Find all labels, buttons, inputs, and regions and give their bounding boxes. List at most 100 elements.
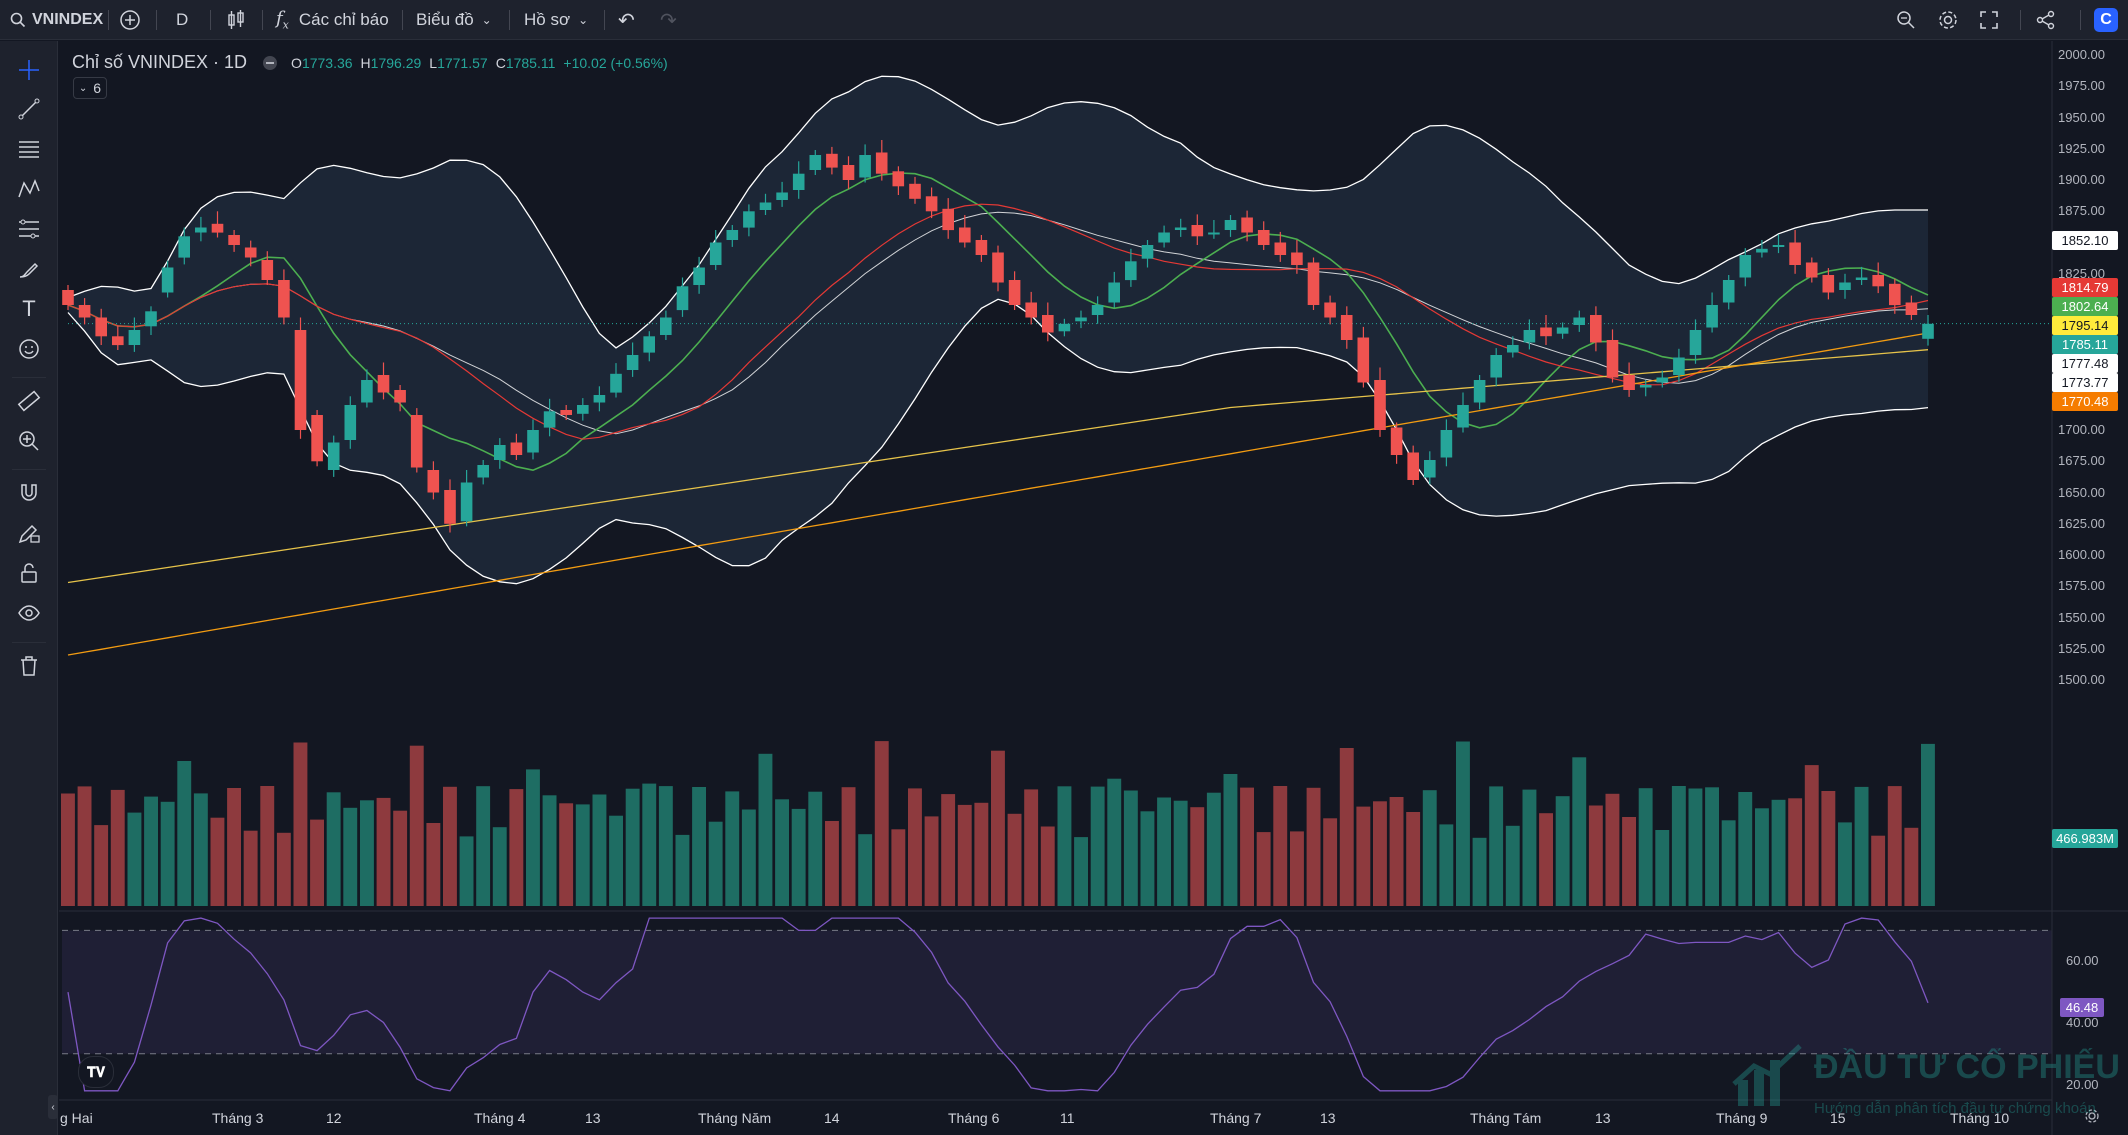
volume-bar [1804, 765, 1819, 906]
price-tick-label: 1600.00 [2058, 547, 2105, 562]
candle [776, 181, 788, 207]
candle-body [1772, 245, 1785, 247]
search-icon [10, 12, 26, 28]
bollinger-upper-line [67, 75, 1928, 349]
candle-body [1590, 315, 1602, 343]
candle-body [62, 290, 74, 305]
quick-search-button[interactable] [1895, 0, 1917, 40]
series-title[interactable]: Chỉ số VNINDEX · 1D [72, 52, 248, 72]
bollinger-fill [68, 76, 1928, 584]
volume-bar [1273, 786, 1288, 906]
volume-bar [1323, 818, 1338, 906]
compare-symbol-button[interactable] [119, 0, 141, 40]
magnet-tool[interactable] [14, 478, 44, 508]
chart-menu-button[interactable]: Biểu đồ ⌄ [416, 0, 492, 40]
candle [494, 438, 506, 469]
rsi-tick-label: 40.00 [2066, 1014, 2099, 1030]
candle-body [776, 192, 788, 200]
candle-body [1689, 330, 1702, 355]
candle [975, 235, 988, 262]
symbol-search-button[interactable]: VNINDEX [10, 0, 103, 40]
brand-logo[interactable]: C [2094, 0, 2118, 40]
emoji-tool[interactable] [14, 334, 44, 364]
redo-button[interactable]: ↷ [660, 0, 677, 40]
fib-tool[interactable] [14, 214, 44, 244]
candle-body [1473, 380, 1486, 403]
candle-body [660, 317, 672, 335]
volume-bar [1339, 748, 1354, 906]
candle [1357, 326, 1370, 388]
candle [1822, 268, 1835, 300]
volume-bar [459, 836, 474, 906]
candle [1772, 234, 1785, 254]
candle [1174, 218, 1187, 237]
hide-drawings-tool[interactable] [14, 598, 44, 628]
settings-button[interactable] [1937, 0, 1959, 40]
chart-menu-label: Biểu đồ [416, 10, 474, 29]
change-value: +10.02 (+0.56%) [563, 54, 668, 71]
candle [809, 150, 822, 175]
tradingview-logo[interactable]: 𝐓𝐕 [78, 1056, 114, 1088]
watermark-subtitle: Hướng dẫn phân tích đầu tư chứng khoán [1814, 1100, 2096, 1117]
candle-body [278, 280, 290, 318]
indicators-collapse-button[interactable]: ⌄ 6 [73, 77, 107, 99]
candle-body [610, 373, 622, 393]
trendline-icon [18, 98, 40, 120]
time-tick-label: 11 [1060, 1110, 1075, 1126]
profile-menu-button[interactable]: Hồ sơ ⌄ [524, 0, 588, 40]
volume-bar [1838, 822, 1852, 906]
candle [1340, 306, 1353, 349]
indicators-button[interactable]: fx Các chỉ báo [276, 0, 389, 40]
candle-body [344, 405, 357, 440]
chart-type-button[interactable] [225, 0, 247, 40]
candle [1008, 271, 1021, 310]
pattern-tool[interactable] [14, 174, 44, 204]
candle-body [1191, 225, 1204, 237]
volume-bar [1356, 806, 1371, 906]
volume-bar [1422, 790, 1437, 906]
stay-drawing-tool[interactable] [14, 518, 44, 548]
brush-tool[interactable] [14, 254, 44, 284]
candle [361, 369, 373, 408]
indicator-count: 6 [93, 80, 102, 96]
candle-body [1922, 323, 1934, 339]
time-settings-button[interactable] [2084, 1108, 2100, 1129]
zoom-in-tool[interactable] [14, 426, 44, 456]
volume-bar [808, 791, 823, 906]
remove-drawings-tool[interactable] [14, 651, 44, 681]
text-tool[interactable]: T [14, 294, 44, 324]
volume-bar [1721, 820, 1736, 906]
trendline-tool[interactable] [14, 94, 44, 124]
candles-icon [228, 10, 244, 29]
candle-body [909, 183, 921, 199]
candle [1473, 375, 1486, 410]
candle-body [792, 173, 805, 190]
share-button[interactable] [2036, 0, 2056, 40]
volume-bar [908, 788, 922, 906]
volume-bar [1456, 741, 1470, 906]
undo-button[interactable]: ↶ [618, 0, 635, 40]
open-key: O [291, 54, 302, 71]
candle-body [759, 202, 772, 210]
symbol-label: VNINDEX [32, 11, 104, 28]
candle [593, 386, 606, 412]
candle-body [1174, 227, 1187, 230]
volume-bar [974, 802, 989, 906]
candle-body [1424, 460, 1436, 478]
candle [1905, 295, 1918, 320]
candle [826, 146, 838, 175]
fullscreen-button[interactable] [1979, 0, 1999, 40]
volume-bar [1090, 786, 1105, 906]
volume-bar [1173, 800, 1188, 906]
lock-drawings-tool[interactable] [14, 558, 44, 588]
interval-button[interactable]: D [176, 0, 188, 40]
candle-body [1556, 327, 1569, 334]
measure-tool[interactable] [14, 386, 44, 416]
candle [95, 308, 107, 345]
candle [128, 317, 141, 352]
crosshair-tool[interactable] [14, 55, 44, 85]
collapse-toolbar-button[interactable]: ‹ [48, 1095, 58, 1119]
candle [1656, 370, 1669, 388]
horizontal-lines-tool[interactable] [14, 134, 44, 164]
